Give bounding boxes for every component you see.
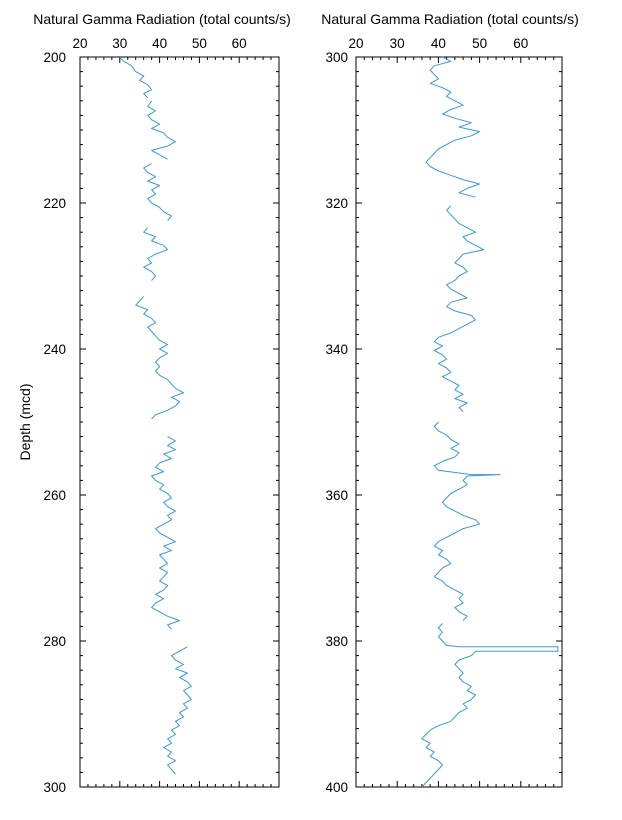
y-tick-label: 380 [325, 634, 348, 649]
y-tick-label: 240 [43, 342, 66, 357]
x-tick-label: 60 [232, 36, 247, 51]
x-tick-label: 40 [431, 36, 446, 51]
y-tick-label: 300 [43, 780, 66, 795]
gamma-trace-segment [119, 56, 153, 99]
y-tick-label: 340 [325, 342, 348, 357]
x-tick-label: 60 [513, 36, 528, 51]
gamma-trace-segment [143, 163, 172, 221]
x-tick-label: 30 [390, 36, 405, 51]
chart-title: Natural Gamma Radiation (total counts/s) [321, 11, 579, 27]
chart-panel-2: Natural Gamma Radiation (total counts/s)… [321, 11, 579, 795]
y-tick-label: 200 [43, 50, 66, 65]
y-tick-label: 280 [43, 634, 66, 649]
gamma-trace-segment [151, 436, 180, 630]
gamma-trace-segment [433, 205, 485, 413]
gamma-trace-segment [163, 646, 192, 775]
gamma-trace-segment [425, 56, 481, 198]
gamma-trace-segment [433, 421, 501, 621]
y-tick-label: 260 [43, 488, 66, 503]
x-tick-label: 30 [112, 36, 127, 51]
x-tick-label: 20 [72, 36, 87, 51]
y-tick-label: 400 [325, 780, 348, 795]
y-tick-label: 220 [43, 196, 66, 211]
gamma-trace-segment [421, 623, 559, 788]
x-tick-label: 50 [192, 36, 207, 51]
gamma-trace-segment [135, 296, 184, 420]
y-tick-label: 320 [325, 196, 348, 211]
chart-title: Natural Gamma Radiation (total counts/s) [33, 11, 291, 27]
gamma-trace-segment [147, 100, 176, 160]
x-tick-label: 40 [152, 36, 167, 51]
y-tick-label: 360 [325, 488, 348, 503]
x-tick-label: 20 [348, 36, 363, 51]
x-tick-label: 50 [472, 36, 487, 51]
y-axis-label: Depth (mcd) [17, 383, 33, 460]
chart-panel-1: Natural Gamma Radiation (total counts/s)… [17, 11, 291, 795]
gamma-trace-segment [143, 227, 169, 281]
y-tick-label: 300 [325, 50, 348, 65]
